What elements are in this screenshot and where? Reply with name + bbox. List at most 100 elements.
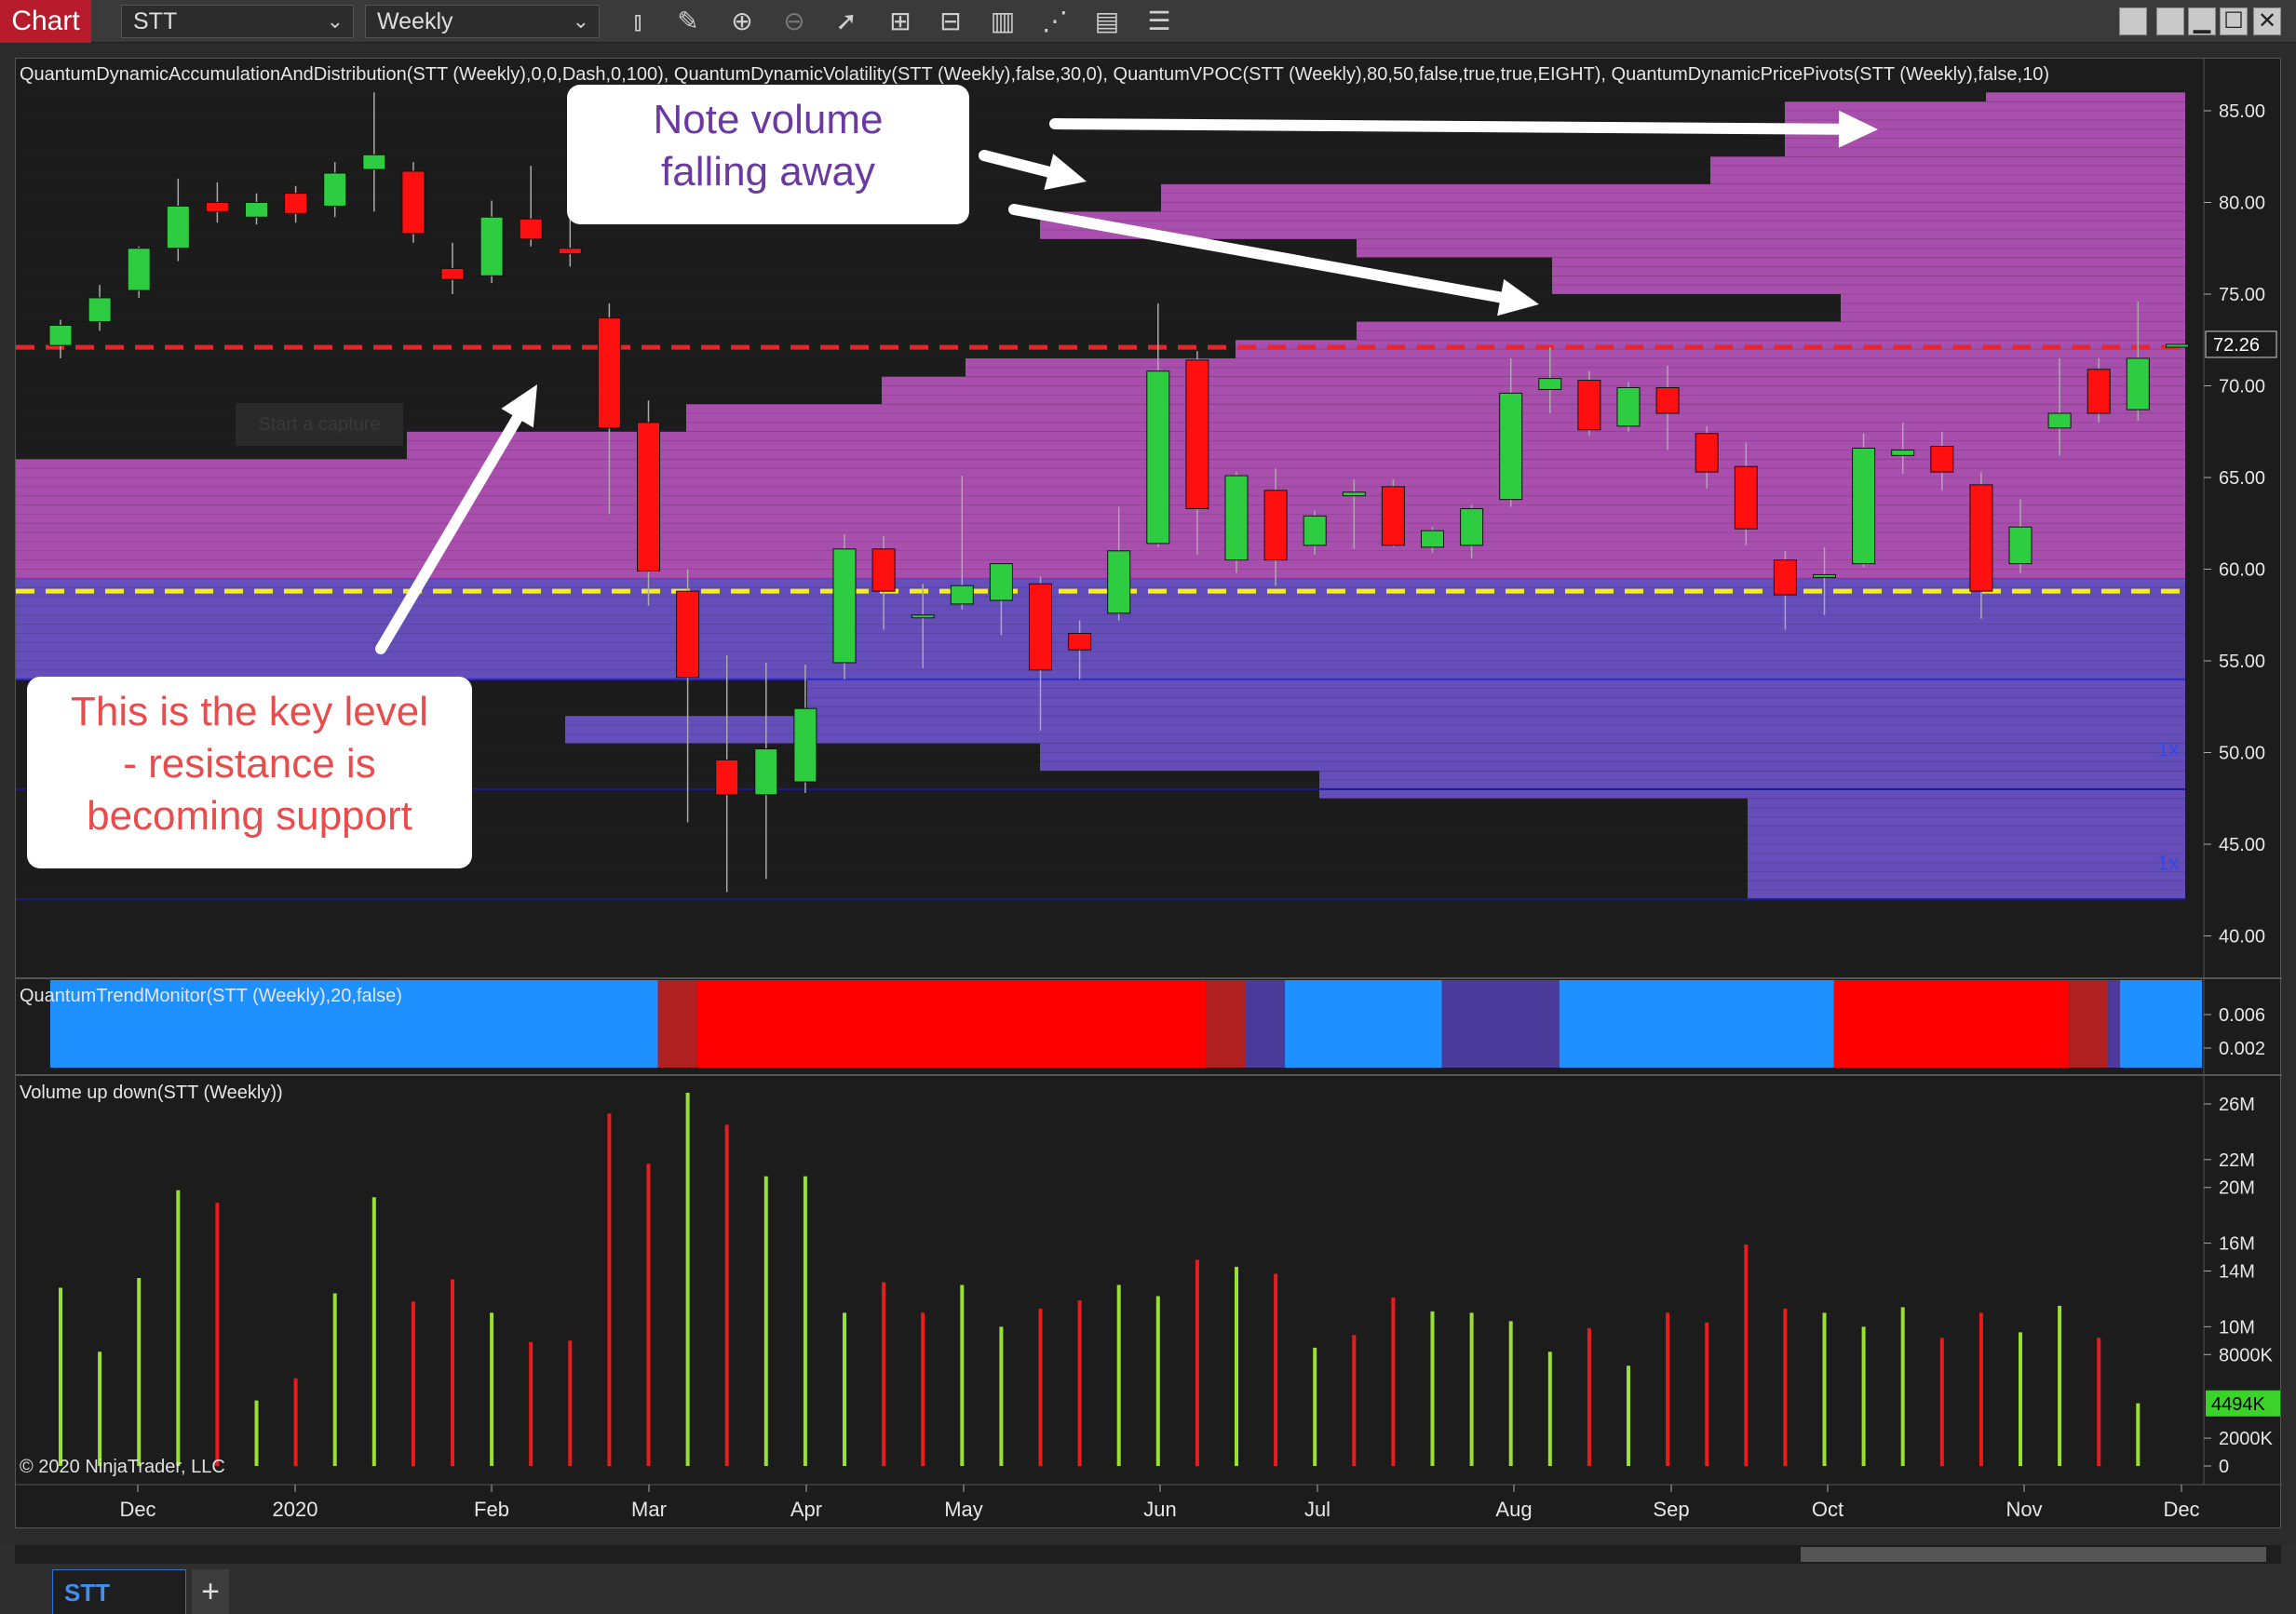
price-tick-label: 55.00 [2219, 652, 2265, 672]
candle [127, 248, 151, 291]
data-box-icon[interactable]: ⊞ [889, 7, 912, 35]
window-tile-2-icon[interactable] [2156, 7, 2184, 35]
trend-segment [1285, 980, 1442, 1068]
candle [323, 172, 347, 207]
trend-segment [1833, 980, 2070, 1068]
candle [1969, 484, 1993, 592]
price-tick-label: 65.00 [2219, 468, 2265, 489]
period-selector[interactable]: Weekly ⌄ [365, 5, 600, 38]
arrow-to-upper-volume [979, 150, 1055, 178]
price-tick-label: 60.00 [2219, 560, 2265, 581]
candle [2165, 343, 2189, 348]
vpoc-profile-bar [1552, 257, 2185, 276]
last-price-label: 72.26 [2213, 335, 2260, 356]
window-tile-icon[interactable] [2119, 7, 2147, 35]
candle [88, 297, 112, 323]
callout-line: Note volume [653, 97, 884, 142]
time-tick-label: Dec [2163, 1498, 2199, 1521]
candle [1655, 386, 1680, 414]
time-tick-label: Dec [119, 1498, 155, 1521]
trend-tick-label: 0.002 [2219, 1039, 2265, 1059]
volume-indicator-label: Volume up down(STT (Weekly)) [20, 1083, 283, 1103]
volume-tick-label: 8000K [2219, 1345, 2273, 1365]
volume-tick-label: 20M [2219, 1178, 2255, 1199]
add-tab-button[interactable]: + [192, 1569, 229, 1614]
candle [1460, 507, 1484, 546]
candle [950, 585, 974, 605]
candle [2047, 412, 2072, 429]
candle [166, 205, 190, 249]
candle [1930, 446, 1954, 473]
candle [754, 748, 778, 796]
callout-line: falling away [661, 149, 875, 195]
last-price-box [2205, 330, 2277, 358]
candle [911, 614, 935, 619]
vpoc-profile-bar [1236, 340, 2185, 358]
candle [1185, 359, 1209, 509]
trend-segment [1559, 980, 1834, 1068]
candle [48, 324, 73, 346]
vpoc-profile-bar [1319, 771, 2185, 799]
indicators-icon[interactable]: ▥ [990, 7, 1016, 35]
vpoc-profile-bar [565, 716, 2185, 744]
instrument-selector[interactable]: STT ⌄ [121, 5, 354, 38]
arrow-to-mid-volume-head [1497, 278, 1539, 316]
bar-type-icon[interactable]: ⫾ [633, 7, 642, 35]
candle [1616, 386, 1641, 427]
time-tick-label: Jul [1304, 1498, 1330, 1521]
zoom-out-icon[interactable]: ⊖ [783, 7, 805, 35]
time-tick-label: 2020 [273, 1498, 318, 1521]
candle [1068, 632, 1092, 651]
candle [871, 548, 896, 592]
minimize-icon[interactable]: ▁ [2188, 7, 2216, 35]
candle [1577, 380, 1601, 431]
templates-icon[interactable]: ⊟ [939, 7, 962, 35]
candle [715, 759, 739, 796]
period-value: Weekly [377, 8, 453, 34]
chart-area[interactable]: 85.00 80.00 75.00 70.00 65.00 60.00 55.00 50.00… [15, 58, 2282, 1529]
note-volume-callout: Note volume falling away [567, 85, 969, 224]
time-tick-label: Apr [790, 1498, 822, 1521]
candle [558, 248, 582, 255]
horizontal-scrollbar[interactable] [15, 1545, 2281, 1564]
scrollbar-thumb[interactable] [1801, 1547, 2266, 1562]
vpoc-profile-bar [1040, 743, 2185, 772]
chart-canvas[interactable]: 85.00 80.00 75.00 70.00 65.00 60.00 55.00 50.00… [16, 59, 2282, 1529]
properties-icon[interactable]: ▤ [1094, 7, 1120, 35]
pencil-icon[interactable]: ✎ [677, 7, 699, 35]
tab-stt[interactable]: STT [52, 1569, 186, 1614]
strategies-icon[interactable]: ⋰ [1042, 7, 1068, 35]
candle [1381, 486, 1405, 546]
candle [793, 707, 817, 783]
list-icon[interactable]: ☰ [1147, 7, 1171, 35]
candle [284, 193, 308, 214]
time-tick-label: Sep [1653, 1498, 1689, 1521]
trend-segment [49, 980, 658, 1068]
vpoc-profile-bar [407, 431, 2185, 460]
trend-indicator-label: QuantumTrendMonitor(STT (Weekly),20,fals… [20, 986, 402, 1006]
callout-line: - resistance is [123, 741, 376, 787]
price-tick-label: 75.00 [2219, 285, 2265, 305]
chart-tab[interactable]: Chart [0, 0, 91, 43]
close-icon[interactable]: ✕ [2253, 7, 2281, 35]
callout-line: becoming support [87, 793, 412, 839]
candle [519, 218, 543, 240]
zoom-in-icon[interactable]: ⊕ [731, 7, 753, 35]
price-tick-label: 85.00 [2219, 101, 2265, 122]
trend-segment [2069, 980, 2109, 1068]
toolbar: Chart STT ⌄ Weekly ⌄ ⫾ ✎ ⊕ ⊖ ➚ ⊞ ⊟ ▥ ⋰ ▤… [0, 0, 2296, 43]
candle [1538, 378, 1562, 390]
price-tick-label: 50.00 [2219, 744, 2265, 764]
start-capture-button[interactable]: Start a capture [236, 403, 403, 446]
callout-line: This is the key level [71, 689, 428, 734]
vpoc-profile-bar [1710, 156, 2185, 184]
time-tick-label: May [944, 1498, 983, 1521]
candle [1146, 370, 1170, 545]
arrow-to-top-volume-head [1838, 110, 1878, 148]
candle [1263, 490, 1288, 561]
pointer-icon[interactable]: ➚ [835, 7, 858, 35]
vpoc-profile-bar [1552, 276, 2185, 294]
instrument-value: STT [133, 8, 178, 34]
maximize-icon[interactable]: ☐ [2220, 7, 2248, 35]
chevron-down-icon: ⌄ [326, 9, 344, 33]
